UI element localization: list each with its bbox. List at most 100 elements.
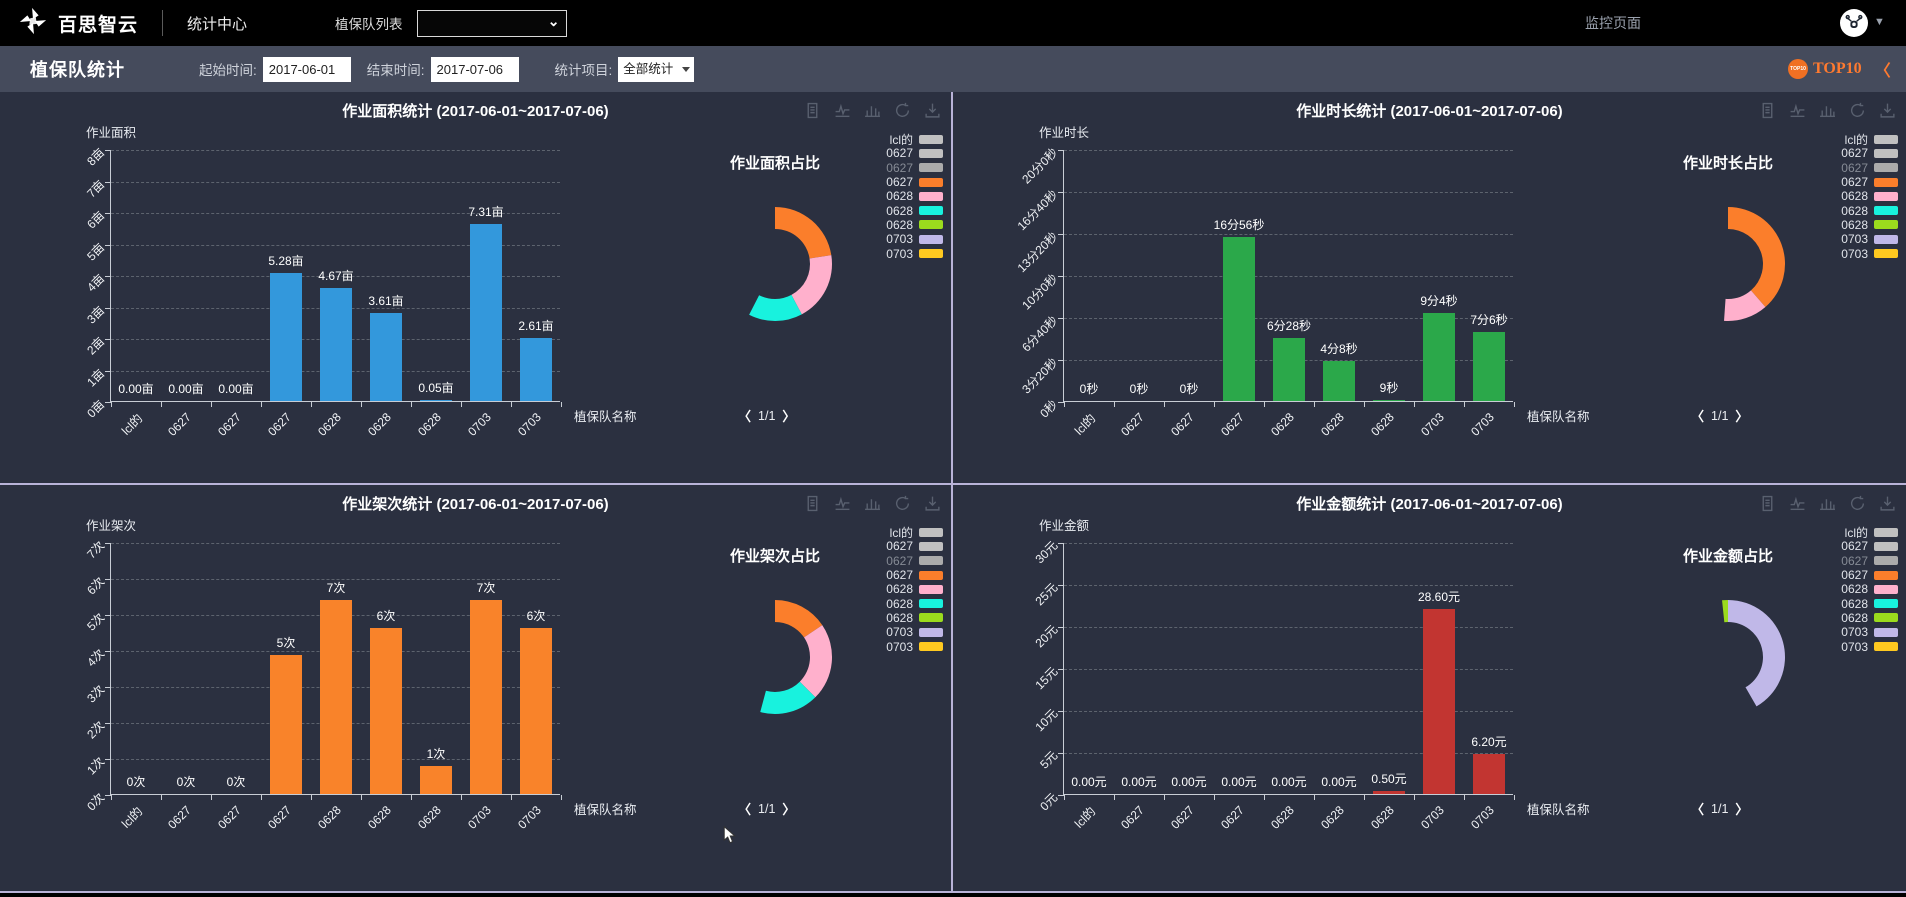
data-view-icon[interactable] bbox=[1759, 495, 1776, 512]
nav-item-stat-center[interactable]: 统计中心 bbox=[187, 15, 248, 33]
prev-page-arrow[interactable]: 〈 bbox=[738, 409, 752, 424]
y-tick-mark bbox=[105, 615, 111, 616]
data-view-icon[interactable] bbox=[804, 495, 821, 512]
legend-color-chip bbox=[1874, 177, 1898, 187]
x-tick-label: 0703 bbox=[465, 803, 494, 832]
legend-item[interactable]: 0628 bbox=[1841, 611, 1898, 625]
chart-legend: lcl的 0627 0627 0627 0628 0628 0628 0703 0703 bbox=[1841, 132, 1898, 261]
legend-item[interactable]: lcl的 bbox=[886, 132, 943, 147]
legend-item[interactable]: 0627 bbox=[886, 175, 943, 189]
legend-item[interactable]: 0627 bbox=[886, 568, 943, 582]
line-chart-icon[interactable] bbox=[834, 495, 851, 512]
y-tick-label: 13分20秒 bbox=[1014, 229, 1061, 276]
legend-item[interactable]: 0703 bbox=[1841, 639, 1898, 654]
panel-amount-stats: 作业金额统计 (2017-06-01~2017-07-06) 作业金额 0元 5元… bbox=[953, 485, 1906, 891]
line-chart-icon[interactable] bbox=[1789, 495, 1806, 512]
panel-area-stats: 作业面积统计 (2017-06-01~2017-07-06) 作业面积 0亩 1亩… bbox=[0, 92, 951, 483]
legend-item[interactable]: 0627 bbox=[886, 539, 943, 553]
legend-item[interactable]: 0628 bbox=[1841, 203, 1898, 218]
legend-color-chip bbox=[1874, 613, 1898, 623]
bar-chart-icon[interactable] bbox=[864, 495, 881, 512]
download-icon[interactable] bbox=[1879, 102, 1896, 119]
next-page-arrow[interactable]: 〉 bbox=[1735, 409, 1749, 424]
bar-chart-plot: 0元 5元 10元 15元 20元 25元 30元 0.00元 lcl的 0.00元 0627 0.0… bbox=[1032, 538, 1515, 832]
download-icon[interactable] bbox=[1879, 495, 1896, 512]
refresh-icon[interactable] bbox=[1849, 102, 1866, 119]
y-tick-label: 4次 bbox=[84, 646, 108, 670]
legend-item[interactable]: 0628 bbox=[886, 611, 943, 625]
legend-item[interactable]: 0627 bbox=[886, 146, 943, 160]
bar-value-label: 2.61亩 bbox=[518, 318, 554, 333]
download-icon[interactable] bbox=[924, 495, 941, 512]
legend-item[interactable]: 0703 bbox=[886, 232, 943, 246]
user-avatar[interactable] bbox=[1840, 9, 1868, 37]
legend-item[interactable]: 0627 bbox=[886, 161, 943, 175]
y-tick-label: 3次 bbox=[84, 682, 108, 706]
bar-chart-icon[interactable] bbox=[1819, 495, 1836, 512]
legend-item[interactable]: lcl的 bbox=[1841, 132, 1898, 147]
legend-item[interactable]: 0627 bbox=[1841, 568, 1898, 582]
bar bbox=[420, 766, 452, 794]
legend-item[interactable]: 0628 bbox=[1841, 582, 1898, 596]
brand-name: 百思智云 bbox=[58, 14, 139, 36]
brand[interactable]: 百思智云 bbox=[18, 6, 138, 41]
legend-color-chip bbox=[919, 206, 943, 216]
legend-item[interactable]: 0703 bbox=[886, 639, 943, 654]
line-chart-icon[interactable] bbox=[834, 102, 851, 119]
legend-item[interactable]: 0627 bbox=[1841, 146, 1898, 160]
legend-item[interactable]: 0627 bbox=[1841, 161, 1898, 175]
legend-item[interactable]: 0703 bbox=[1841, 232, 1898, 246]
legend-item[interactable]: 0703 bbox=[886, 625, 943, 639]
legend-item[interactable]: 0628 bbox=[1841, 189, 1898, 203]
bar-value-label: 1次 bbox=[426, 747, 446, 762]
line-chart-icon[interactable] bbox=[1789, 102, 1806, 119]
legend-item[interactable]: 0627 bbox=[1841, 539, 1898, 553]
next-page-arrow[interactable]: 〉 bbox=[1735, 802, 1749, 817]
legend-item[interactable]: 0627 bbox=[886, 554, 943, 568]
refresh-icon[interactable] bbox=[894, 102, 911, 119]
data-view-icon[interactable] bbox=[1759, 102, 1776, 119]
avatar-caret-icon[interactable]: ▼ bbox=[1874, 16, 1885, 28]
bar bbox=[370, 313, 402, 401]
next-page-arrow[interactable]: 〉 bbox=[782, 409, 796, 424]
bar-chart-icon[interactable] bbox=[864, 102, 881, 119]
legend-item[interactable]: 0628 bbox=[1841, 596, 1898, 611]
panel-sortie-stats: 作业架次统计 (2017-06-01~2017-07-06) 作业架次 0次 1次… bbox=[0, 485, 951, 891]
legend-item[interactable]: 0628 bbox=[1841, 218, 1898, 232]
prev-page-arrow[interactable]: 〈 bbox=[738, 802, 752, 817]
legend-item[interactable]: 0628 bbox=[886, 582, 943, 596]
legend-item[interactable]: 0628 bbox=[886, 218, 943, 232]
collapse-chevron-icon[interactable]: 〈 bbox=[1874, 63, 1891, 80]
team-list-select[interactable] bbox=[416, 9, 567, 37]
legend-item[interactable]: 0628 bbox=[886, 189, 943, 203]
bar-chart-icon[interactable] bbox=[1819, 102, 1836, 119]
next-page-arrow[interactable]: 〉 bbox=[782, 802, 796, 817]
bar-value-label: 5.28亩 bbox=[268, 253, 304, 268]
legend-label: 0628 bbox=[1841, 610, 1868, 625]
legend-item[interactable]: 0703 bbox=[886, 246, 943, 261]
end-date-input[interactable] bbox=[430, 56, 519, 82]
stat-item-select[interactable]: 全部统计 bbox=[618, 56, 695, 82]
refresh-icon[interactable] bbox=[1849, 495, 1866, 512]
page-indicator: 1/1 bbox=[1711, 408, 1729, 423]
gridline bbox=[1064, 753, 1513, 754]
data-view-icon[interactable] bbox=[804, 102, 821, 119]
legend-item[interactable]: 0627 bbox=[1841, 175, 1898, 189]
x-tick-label: 0703 bbox=[465, 410, 494, 439]
legend-item[interactable]: 0628 bbox=[886, 596, 943, 611]
prev-page-arrow[interactable]: 〈 bbox=[1691, 409, 1705, 424]
legend-item[interactable]: lcl的 bbox=[1841, 525, 1898, 540]
legend-item[interactable]: lcl的 bbox=[886, 525, 943, 540]
legend-item[interactable]: 0627 bbox=[1841, 554, 1898, 568]
download-icon[interactable] bbox=[924, 102, 941, 119]
legend-item[interactable]: 0703 bbox=[1841, 246, 1898, 261]
refresh-icon[interactable] bbox=[894, 495, 911, 512]
x-tick-mark bbox=[511, 402, 512, 407]
start-date-input[interactable] bbox=[262, 56, 351, 82]
y-tick-mark bbox=[105, 723, 111, 724]
legend-item[interactable]: 0703 bbox=[1841, 625, 1898, 639]
prev-page-arrow[interactable]: 〈 bbox=[1691, 802, 1705, 817]
legend-item[interactable]: 0628 bbox=[886, 203, 943, 218]
monitor-page-link[interactable]: 监控页面 bbox=[1585, 15, 1641, 31]
x-tick-label: 0628 bbox=[415, 803, 444, 832]
